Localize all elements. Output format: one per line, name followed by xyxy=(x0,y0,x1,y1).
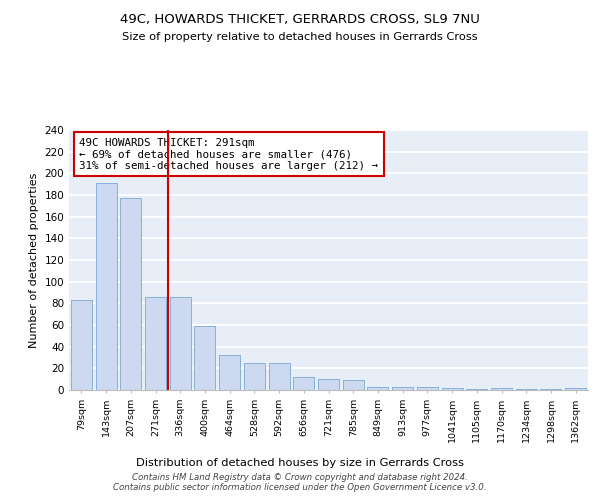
Bar xyxy=(71,300,92,390)
Bar xyxy=(392,387,413,390)
Bar xyxy=(244,363,265,390)
Text: Distribution of detached houses by size in Gerrards Cross: Distribution of detached houses by size … xyxy=(136,458,464,468)
Text: Contains HM Land Registry data © Crown copyright and database right 2024.
Contai: Contains HM Land Registry data © Crown c… xyxy=(113,473,487,492)
Bar xyxy=(170,297,191,390)
Text: 49C, HOWARDS THICKET, GERRARDS CROSS, SL9 7NU: 49C, HOWARDS THICKET, GERRARDS CROSS, SL… xyxy=(120,12,480,26)
Bar xyxy=(194,326,215,390)
Bar xyxy=(95,183,116,390)
Text: 49C HOWARDS THICKET: 291sqm
← 69% of detached houses are smaller (476)
31% of se: 49C HOWARDS THICKET: 291sqm ← 69% of det… xyxy=(79,138,379,171)
Bar xyxy=(541,389,562,390)
Bar xyxy=(219,356,240,390)
Bar xyxy=(442,388,463,390)
Bar xyxy=(417,387,438,390)
Bar xyxy=(269,363,290,390)
Bar xyxy=(516,389,537,390)
Y-axis label: Number of detached properties: Number of detached properties xyxy=(29,172,39,348)
Bar xyxy=(293,377,314,390)
Text: Size of property relative to detached houses in Gerrards Cross: Size of property relative to detached ho… xyxy=(122,32,478,42)
Bar xyxy=(466,389,487,390)
Bar xyxy=(145,297,166,390)
Bar xyxy=(120,198,141,390)
Bar xyxy=(491,388,512,390)
Bar xyxy=(367,387,388,390)
Bar xyxy=(343,380,364,390)
Bar xyxy=(318,379,339,390)
Bar xyxy=(565,388,586,390)
